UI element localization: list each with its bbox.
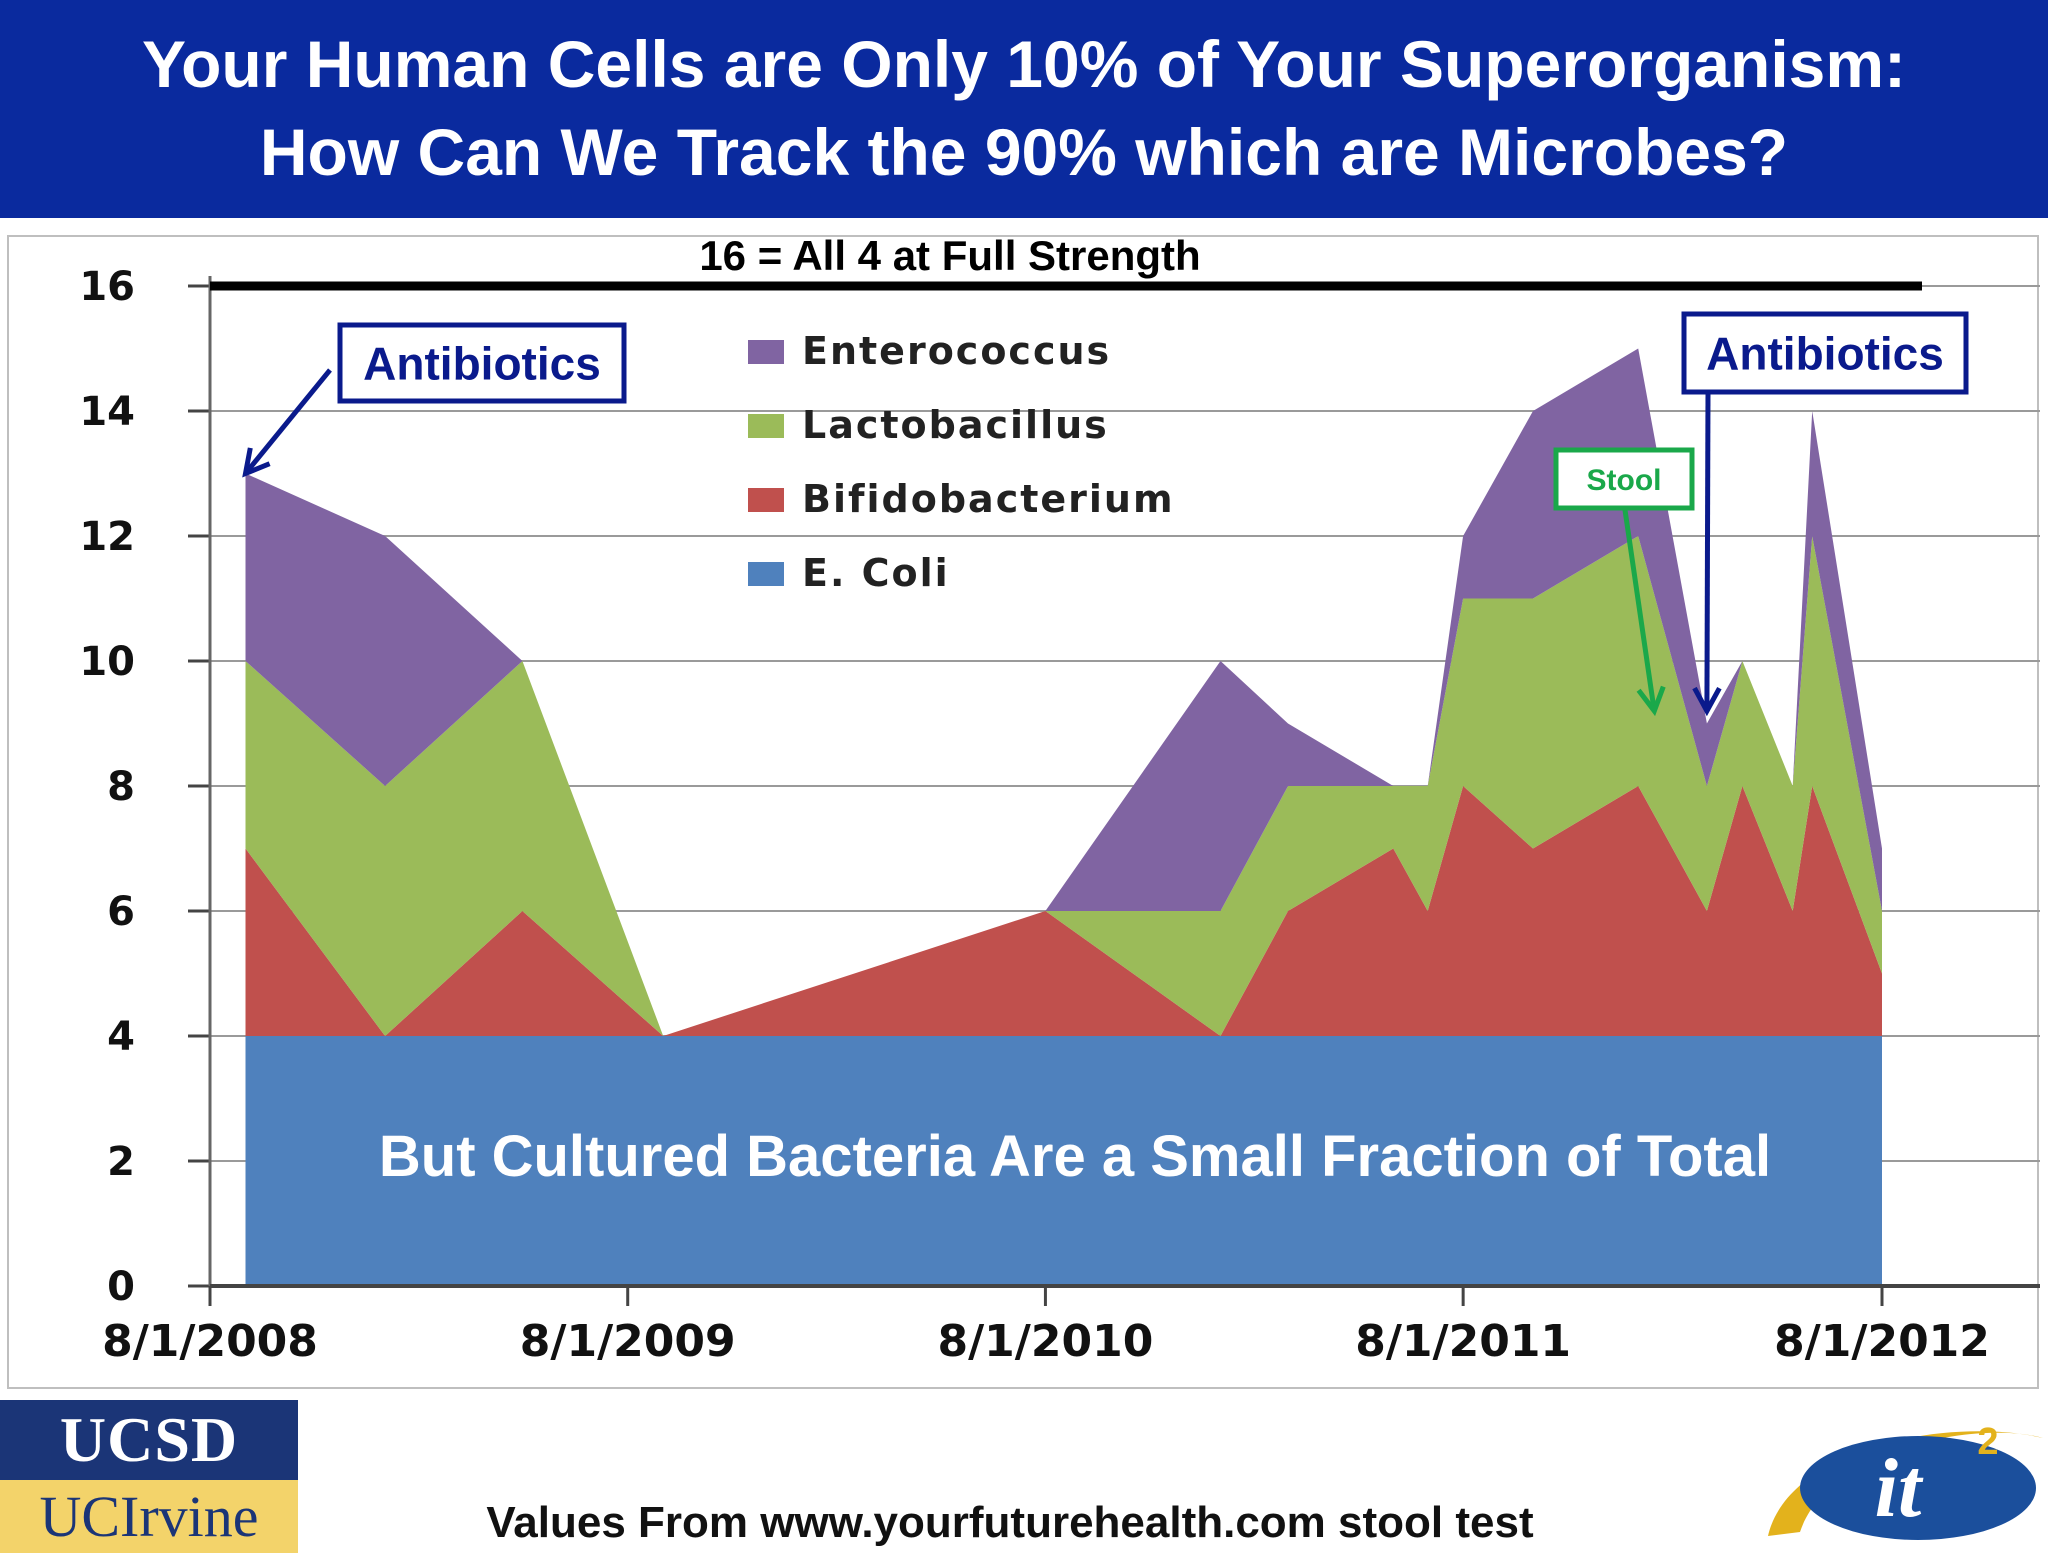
x-tick-label: 8/1/2012	[1774, 1316, 1990, 1367]
x-tick-label: 8/1/2010	[938, 1316, 1154, 1367]
legend-swatch	[748, 562, 784, 586]
x-tick-label: 8/1/2009	[520, 1316, 736, 1367]
y-tick-label: 10	[79, 639, 135, 685]
x-tick-label: 8/1/2011	[1355, 1316, 1571, 1367]
area-lactobacillus	[245, 536, 1882, 1036]
y-tick-label: 14	[79, 389, 135, 435]
annotation-box	[1553, 447, 1695, 511]
y-tick-label: 0	[107, 1264, 135, 1310]
y-tick-label: 16	[79, 264, 135, 310]
annotation-arrow-head	[1692, 686, 1722, 717]
annotation-label: Antibiotics	[363, 338, 601, 390]
annotation-arrow-head	[242, 447, 271, 478]
area-bifidobacterium	[245, 786, 1882, 1036]
logo-text: it	[1875, 1442, 1924, 1535]
chart-title: 16 = All 4 at Full Strength	[699, 232, 1200, 279]
overlay-text: But Cultured Bacteria Are a Small Fracti…	[379, 1124, 1771, 1189]
university-logos: UCSD UCIrvine	[0, 1400, 298, 1553]
y-tick-label: 4	[107, 1014, 135, 1060]
y-tick-label: 2	[107, 1139, 135, 1185]
banner-title-line-1: Your Human Cells are Only 10% of Your Su…	[141, 27, 1907, 101]
legend-label: E. Coli	[802, 551, 950, 595]
logo-superscript: 2	[1977, 1421, 1998, 1463]
legend-label: Bifidobacterium	[802, 477, 1175, 521]
logo-ellipse	[1800, 1436, 2036, 1540]
annotation-label: Stool	[1587, 464, 1662, 497]
annotation-box	[1681, 311, 1969, 395]
annotation-label: Antibiotics	[1706, 328, 1944, 380]
area-enterococcus	[245, 348, 1882, 1036]
ucsd-logo: UCSD	[0, 1400, 298, 1480]
legend-swatch	[748, 488, 784, 512]
annotation-arrow-line	[1704, 392, 1711, 712]
legend-label: Lactobacillus	[802, 403, 1109, 447]
stacked-area-chart: 0 2 4 6 8 10 12 14 16 8/1/2008 8/1/2009 8/1/2010 8/1…	[7, 232, 2040, 1389]
source-note: Values From www.yourfuturehealth.com sto…	[486, 1498, 1534, 1547]
y-tick-label: 8	[107, 764, 135, 810]
x-tick-label: 8/1/2008	[102, 1316, 318, 1367]
annotation-arrow-line	[243, 368, 332, 476]
legend-label: Enterococcus	[802, 329, 1111, 373]
annotation-arrow-line	[1622, 509, 1657, 712]
banner-title-line-2: How Can We Track the 90% which are Micro…	[259, 115, 1789, 189]
title-banner: Your Human Cells are Only 10% of Your Su…	[0, 0, 2048, 218]
legend-swatch	[748, 414, 784, 438]
annotation-box	[337, 322, 627, 404]
uc-irvine-logo: UCIrvine	[0, 1480, 298, 1553]
area-e-coli	[245, 1036, 1882, 1286]
annotation-arrow-head	[1636, 685, 1666, 717]
y-tick-label: 12	[79, 514, 135, 560]
legend-swatch	[748, 340, 784, 364]
y-tick-label: 6	[107, 889, 135, 935]
it2-logo: it 2	[1768, 1421, 2043, 1540]
